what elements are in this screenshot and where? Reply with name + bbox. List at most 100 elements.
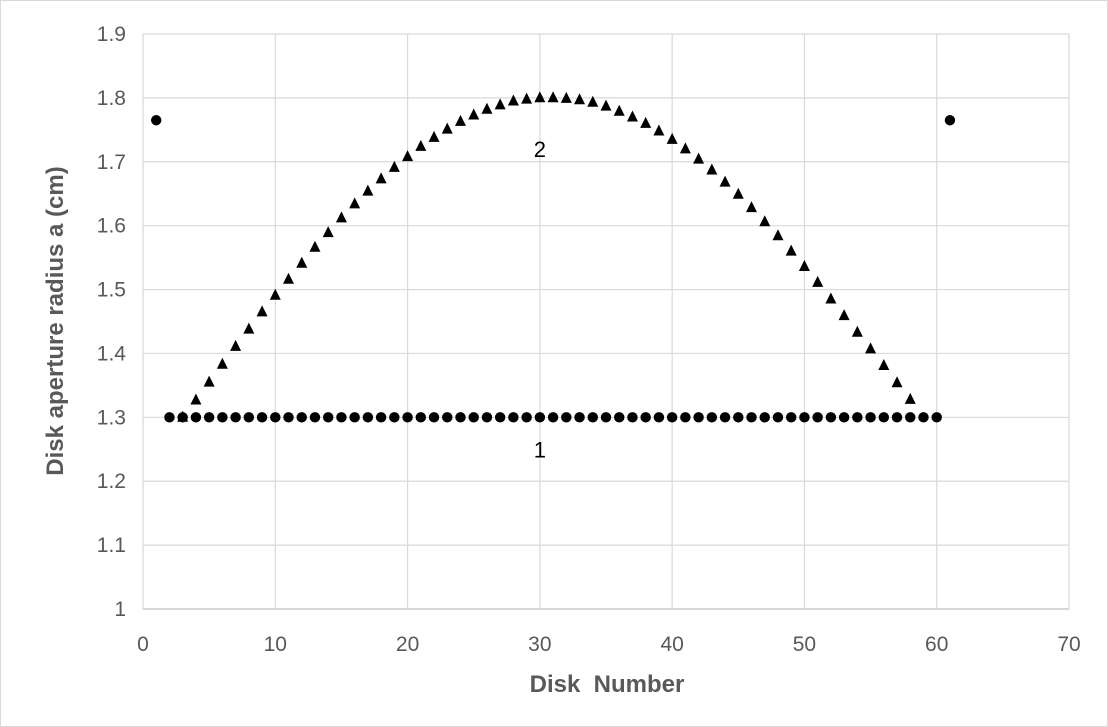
point-series-1 <box>508 412 519 423</box>
point-series-2 <box>283 272 295 284</box>
y-tick-label: 1.6 <box>97 215 126 238</box>
point-series-1 <box>746 412 757 423</box>
point-series-1 <box>600 412 612 423</box>
x-tick-label: 70 <box>1057 633 1080 656</box>
point-series-2 <box>825 292 837 304</box>
point-series-2 <box>772 229 784 241</box>
y-tick-label: 1.4 <box>97 342 127 365</box>
x-tick-label: 20 <box>396 633 419 656</box>
point-series-2 <box>454 114 466 126</box>
y-tick-label: 1 <box>114 598 126 621</box>
point-series-2 <box>388 160 400 172</box>
point-series-2 <box>230 339 242 351</box>
point-series-1 <box>799 412 810 423</box>
gridlines <box>142 33 1070 610</box>
point-series-1 <box>574 412 585 423</box>
point-series-2 <box>547 91 559 103</box>
x-tick-label: 50 <box>793 633 816 656</box>
point-series-2 <box>534 91 546 103</box>
point-series-2 <box>891 376 903 388</box>
point-series-2 <box>785 244 797 256</box>
y-axis-title: Disk aperture radius a (cm) <box>42 166 69 475</box>
point-series-2 <box>494 98 506 110</box>
point-series-2 <box>626 110 638 122</box>
y-tick-label: 1.5 <box>97 279 126 302</box>
point-series-1 <box>666 412 678 423</box>
point-series-2 <box>507 94 519 106</box>
point-series-1 <box>627 412 638 423</box>
point-series-2 <box>640 116 652 128</box>
point-series-1 <box>561 412 572 423</box>
point-series-1 <box>944 115 956 126</box>
point-series-1 <box>719 412 731 423</box>
point-series-2 <box>521 92 533 104</box>
point-series-1 <box>296 412 307 423</box>
point-series-2 <box>216 357 228 369</box>
x-tick-label: 30 <box>528 633 551 656</box>
point-series-1 <box>759 412 770 423</box>
annotations: 12 <box>534 137 546 462</box>
point-series-2 <box>335 211 347 223</box>
point-series-1 <box>653 412 665 423</box>
point-series-1 <box>838 412 850 423</box>
point-series-1 <box>494 412 506 423</box>
point-series-2 <box>468 108 480 120</box>
point-series-1 <box>203 412 215 423</box>
point-series-2 <box>904 392 916 404</box>
point-series-1 <box>415 412 426 423</box>
point-series-2 <box>865 342 877 354</box>
x-tick-label: 10 <box>264 633 287 656</box>
point-series-2 <box>838 309 850 321</box>
point-series-2 <box>666 132 678 144</box>
point-series-1 <box>230 412 241 423</box>
point-series-1 <box>693 412 704 423</box>
point-series-2 <box>203 375 215 387</box>
point-series-1 <box>323 412 334 423</box>
point-series-2 <box>706 163 718 175</box>
point-series-1 <box>151 115 162 126</box>
y-axis-ticks: 1 1.1 1.2 1.3 1.4 1.5 1.6 1.7 1.8 1.9 <box>97 23 127 621</box>
point-series-1 <box>349 412 360 423</box>
point-series-2 <box>851 325 863 337</box>
point-series-1 <box>865 412 876 423</box>
point-series-2 <box>296 256 308 268</box>
x-tick-label: 40 <box>660 633 683 656</box>
point-series-1 <box>428 412 440 423</box>
curve-label-1: 1 <box>534 437 546 462</box>
point-series-1 <box>891 412 903 423</box>
x-tick-label: 0 <box>137 633 149 656</box>
x-axis-title: Disk Number <box>530 671 685 698</box>
point-series-2 <box>415 139 427 151</box>
point-series-2 <box>878 358 890 370</box>
point-series-1 <box>243 412 255 423</box>
point-series-1 <box>389 412 400 423</box>
y-tick-label: 1.8 <box>97 87 126 110</box>
point-series-2 <box>309 240 321 252</box>
point-series-2 <box>759 215 771 227</box>
point-series-2 <box>362 184 374 196</box>
y-tick-label: 1.1 <box>97 534 126 557</box>
point-series-2 <box>481 102 493 114</box>
point-series-1 <box>309 412 321 423</box>
point-series-2 <box>190 393 202 405</box>
point-series-1 <box>375 412 387 423</box>
point-series-1 <box>640 412 651 423</box>
point-series-1 <box>931 412 942 423</box>
point-series-1 <box>614 412 625 423</box>
point-series-2 <box>402 150 414 162</box>
point-series-1 <box>786 412 797 423</box>
point-series-2 <box>600 99 612 111</box>
point-series-1 <box>362 412 374 423</box>
point-series-1 <box>534 412 546 423</box>
point-series-2 <box>560 91 572 103</box>
point-series-1 <box>706 412 718 423</box>
point-series-2 <box>243 322 255 334</box>
series-2 <box>177 91 916 422</box>
y-tick-label: 1.9 <box>97 23 126 46</box>
point-series-1 <box>812 412 823 423</box>
point-series-1 <box>852 412 863 423</box>
point-series-2 <box>719 175 731 187</box>
point-series-2 <box>574 93 586 105</box>
